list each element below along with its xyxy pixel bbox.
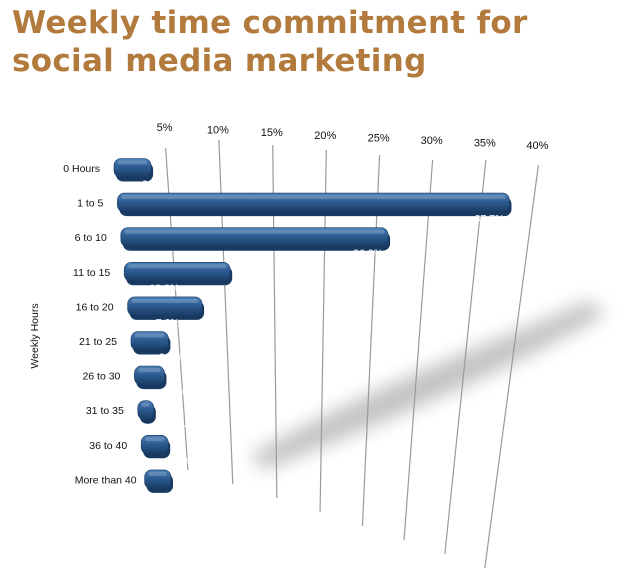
category-label: 36 to 40 <box>89 440 127 452</box>
category-label: 21 to 25 <box>79 336 117 348</box>
category-label: 16 to 20 <box>76 301 114 313</box>
x-tick-label: 40% <box>526 140 548 152</box>
category-label: 0 Hours <box>63 163 100 175</box>
bar <box>138 401 156 424</box>
gridline <box>404 160 433 540</box>
x-tick-label: 25% <box>368 132 390 144</box>
bar <box>117 193 511 216</box>
bar <box>145 470 173 493</box>
category-label: 31 to 35 <box>86 405 124 417</box>
x-tick-label: 30% <box>421 135 443 147</box>
x-axis-ticks: 5% 10% 15% 20% 25% 30% 35% 40% <box>157 122 549 152</box>
bar <box>141 435 170 458</box>
category-label: 6 to 10 <box>75 232 107 244</box>
gridline <box>219 140 233 484</box>
x-tick-label: 5% <box>157 122 173 134</box>
x-tick-label: 10% <box>207 125 229 137</box>
chart-shadow <box>250 300 605 470</box>
data-label: 3.2% <box>162 386 186 398</box>
x-tick-label: 35% <box>474 138 496 150</box>
data-label: 26.2% <box>353 248 383 260</box>
data-label: 3.0% <box>173 490 197 502</box>
bar-shadow <box>250 300 605 470</box>
y-axis-label: Weekly Hours <box>29 303 41 368</box>
bar <box>121 228 390 251</box>
x-tick-label: 15% <box>261 127 283 139</box>
data-label: 3.5% <box>142 179 166 191</box>
data-label: 7.6% <box>156 317 180 329</box>
category-label: 26 to 30 <box>82 371 120 383</box>
data-label: 3.0% <box>169 455 193 467</box>
data-label: 1.4% <box>166 421 190 433</box>
category-label: 11 to 15 <box>73 267 110 279</box>
x-tick-label: 20% <box>314 130 336 142</box>
data-label: 3.9% <box>159 352 183 364</box>
data-label: 37.7% <box>475 213 505 225</box>
category-label: 1 to 5 <box>77 198 103 210</box>
data-label: 10.6% <box>149 282 179 294</box>
category-label: More than 40 <box>75 474 137 486</box>
